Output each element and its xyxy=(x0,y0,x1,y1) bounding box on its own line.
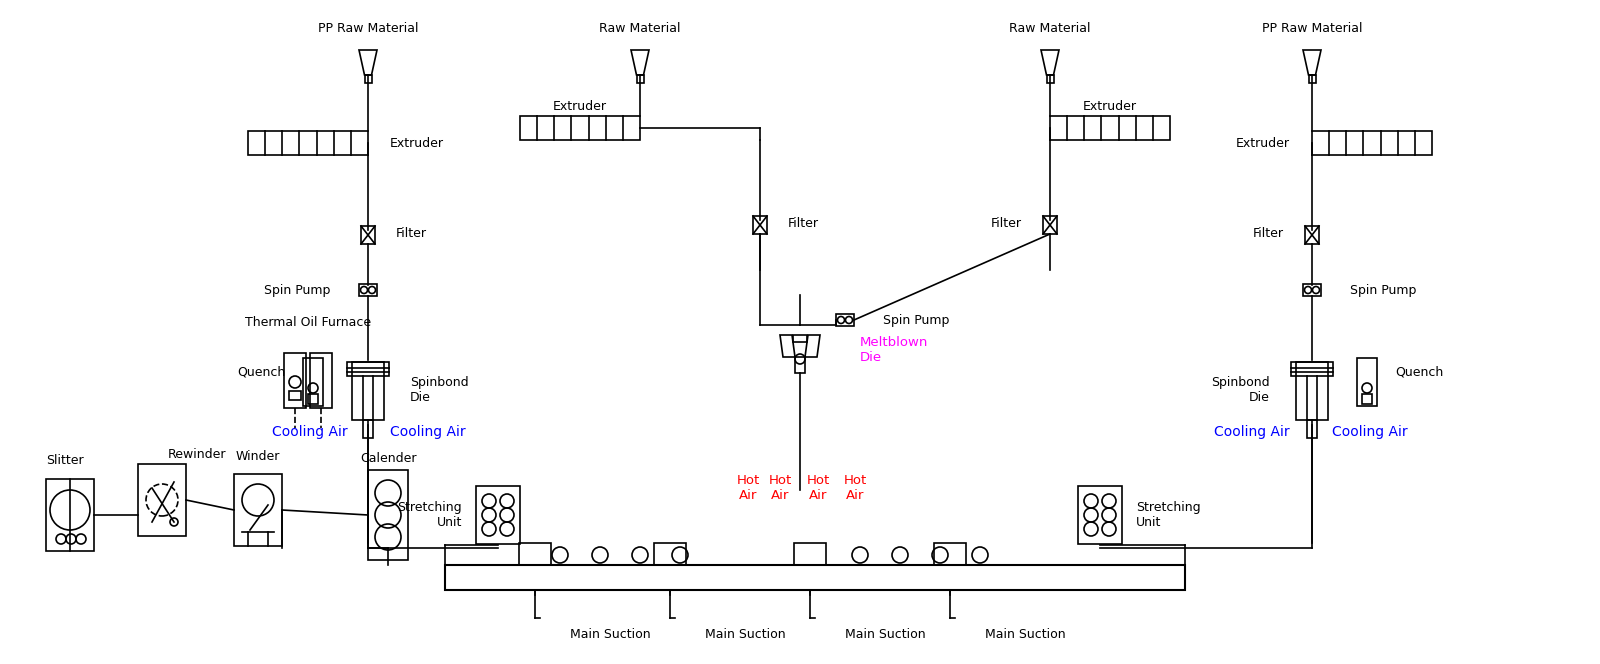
Text: Cooling Air: Cooling Air xyxy=(390,425,466,439)
Bar xyxy=(1357,358,1378,406)
Text: Main Suction: Main Suction xyxy=(986,629,1066,641)
Bar xyxy=(1050,116,1170,140)
Bar xyxy=(1312,131,1432,155)
Bar xyxy=(352,362,384,420)
Text: Spin Pump: Spin Pump xyxy=(883,313,949,327)
Bar xyxy=(1291,362,1333,376)
Text: Cooling Air: Cooling Air xyxy=(272,425,347,439)
Bar xyxy=(654,543,686,565)
Bar xyxy=(520,116,640,140)
Text: Slitter: Slitter xyxy=(46,454,83,467)
Bar xyxy=(365,75,371,83)
Bar xyxy=(1078,486,1122,544)
Text: Quench: Quench xyxy=(237,365,285,378)
Text: Hot
Air: Hot Air xyxy=(806,474,830,502)
Text: Spinbond
Die: Spinbond Die xyxy=(410,376,469,404)
Bar xyxy=(1362,394,1373,404)
Text: Rewinder: Rewinder xyxy=(168,448,226,461)
Bar xyxy=(518,543,550,565)
Bar xyxy=(934,543,966,565)
Text: Main Suction: Main Suction xyxy=(706,629,786,641)
Bar xyxy=(234,474,282,546)
Bar xyxy=(368,470,408,560)
Bar xyxy=(837,314,854,326)
Text: Stretching
Unit: Stretching Unit xyxy=(397,501,462,529)
Text: Thermal Oil Furnace: Thermal Oil Furnace xyxy=(245,315,371,329)
Text: Filter: Filter xyxy=(789,216,819,230)
Text: Extruder: Extruder xyxy=(1235,137,1290,149)
Bar xyxy=(794,543,826,565)
Text: Extruder: Extruder xyxy=(1083,100,1138,112)
Bar xyxy=(362,226,374,244)
Bar xyxy=(637,75,643,83)
Bar xyxy=(363,420,373,438)
Text: Extruder: Extruder xyxy=(554,100,606,112)
Text: Hot
Air: Hot Air xyxy=(768,474,792,502)
Bar xyxy=(358,284,378,296)
Bar xyxy=(794,335,806,342)
Text: Hot
Air: Hot Air xyxy=(843,474,867,502)
Bar xyxy=(1296,362,1328,420)
Text: Raw Material: Raw Material xyxy=(1010,21,1091,35)
Text: Meltblown
Die: Meltblown Die xyxy=(861,336,928,364)
Bar xyxy=(290,391,301,400)
Bar xyxy=(795,357,805,373)
Text: Filter: Filter xyxy=(397,226,427,240)
Text: Extruder: Extruder xyxy=(390,137,445,149)
Text: Calender: Calender xyxy=(360,452,416,465)
Text: Main Suction: Main Suction xyxy=(570,629,651,641)
Bar xyxy=(754,216,766,234)
Text: Cooling Air: Cooling Air xyxy=(1214,425,1290,439)
Text: Filter: Filter xyxy=(1253,226,1283,240)
Text: Spin Pump: Spin Pump xyxy=(264,284,330,297)
Text: Spin Pump: Spin Pump xyxy=(1350,284,1416,297)
Bar xyxy=(445,565,1186,590)
Text: Cooling Air: Cooling Air xyxy=(1333,425,1408,439)
Bar xyxy=(1309,75,1315,83)
Text: Hot
Air: Hot Air xyxy=(736,474,760,502)
Bar xyxy=(248,131,368,155)
Bar xyxy=(46,479,94,551)
Bar xyxy=(1302,284,1322,296)
Bar xyxy=(1306,226,1318,244)
Bar xyxy=(1043,216,1058,234)
Text: Filter: Filter xyxy=(990,216,1022,230)
Bar xyxy=(285,353,306,408)
Bar xyxy=(309,394,318,404)
Bar xyxy=(310,353,333,408)
Text: Raw Material: Raw Material xyxy=(600,21,680,35)
Bar xyxy=(1046,75,1053,83)
Text: Spinbond
Die: Spinbond Die xyxy=(1211,376,1270,404)
Text: Main Suction: Main Suction xyxy=(845,629,926,641)
Bar xyxy=(302,358,323,406)
Text: Winder: Winder xyxy=(235,450,280,463)
Text: PP Raw Material: PP Raw Material xyxy=(1262,21,1362,35)
Bar xyxy=(138,464,186,536)
Bar xyxy=(347,362,389,376)
Text: Stretching
Unit: Stretching Unit xyxy=(1136,501,1200,529)
Text: PP Raw Material: PP Raw Material xyxy=(318,21,418,35)
Bar xyxy=(1307,420,1317,438)
Text: Quench: Quench xyxy=(1395,365,1443,378)
Bar xyxy=(477,486,520,544)
